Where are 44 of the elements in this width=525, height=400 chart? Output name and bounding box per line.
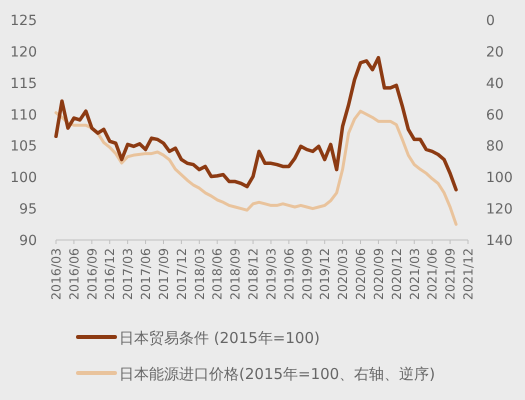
x-tick-label: 2016/03 <box>48 248 64 300</box>
y2-tick-label: 100 <box>486 170 513 186</box>
x-tick-label: 2021/09 <box>442 248 458 300</box>
x-tick-label: 2016/09 <box>84 248 100 300</box>
x-tick-label: 2021/12 <box>460 248 476 300</box>
x-tick-label: 2018/09 <box>228 248 243 300</box>
x-tick-label: 2016/12 <box>102 248 118 300</box>
x-tick-label: 2019/06 <box>281 248 296 300</box>
x-tick-label: 2017/03 <box>120 248 136 300</box>
x-tick-label: 2017/12 <box>174 248 189 300</box>
y-tick-label: 100 <box>10 170 37 186</box>
line-series <box>54 110 458 226</box>
x-tick-label: 2017/06 <box>138 248 154 300</box>
x-tick-label: 2020/06 <box>353 248 368 300</box>
y-tick-label: 125 <box>10 13 37 29</box>
x-tick-label: 2016/06 <box>66 248 82 300</box>
x-tick-label: 2019/03 <box>263 248 278 300</box>
x-tick-label: 2017/09 <box>156 248 171 300</box>
y2-tick-label: 80 <box>486 138 504 155</box>
line-series <box>54 56 458 192</box>
x-tick-label: 2021/03 <box>406 248 422 300</box>
y-tick-label: 120 <box>10 44 37 60</box>
y-tick-label: 110 <box>10 107 37 124</box>
y-tick-label: 105 <box>10 138 37 155</box>
y2-tick-label: 60 <box>486 107 504 124</box>
y2-tick-label: 20 <box>486 44 504 60</box>
x-tick-label: 2020/03 <box>335 248 350 300</box>
y-tick-label: 95 <box>19 202 37 218</box>
legend-label: 日本能源进口价格(2015年=100、右轴、逆序) <box>119 365 436 383</box>
x-tick-label: 2019/12 <box>317 248 332 300</box>
x-tick-label: 2021/06 <box>424 248 440 300</box>
x-tick-label: 2020/12 <box>388 248 404 300</box>
x-tick-label: 2020/09 <box>370 248 386 300</box>
x-tick-label: 2019/09 <box>299 248 314 300</box>
y2-tick-label: 120 <box>486 202 513 218</box>
y-tick-label: 115 <box>10 76 37 92</box>
y2-tick-label: 40 <box>486 76 504 92</box>
y2-tick-label: 140 <box>486 233 513 249</box>
y-tick-label: 90 <box>19 233 37 249</box>
legend-label: 日本贸易条件 (2015年=100) <box>119 329 320 347</box>
x-tick-label: 2018/03 <box>192 248 207 300</box>
y2-tick-label: 0 <box>486 13 495 29</box>
x-tick-label: 2018/12 <box>246 248 261 300</box>
x-tick-label: 2018/06 <box>210 248 225 300</box>
